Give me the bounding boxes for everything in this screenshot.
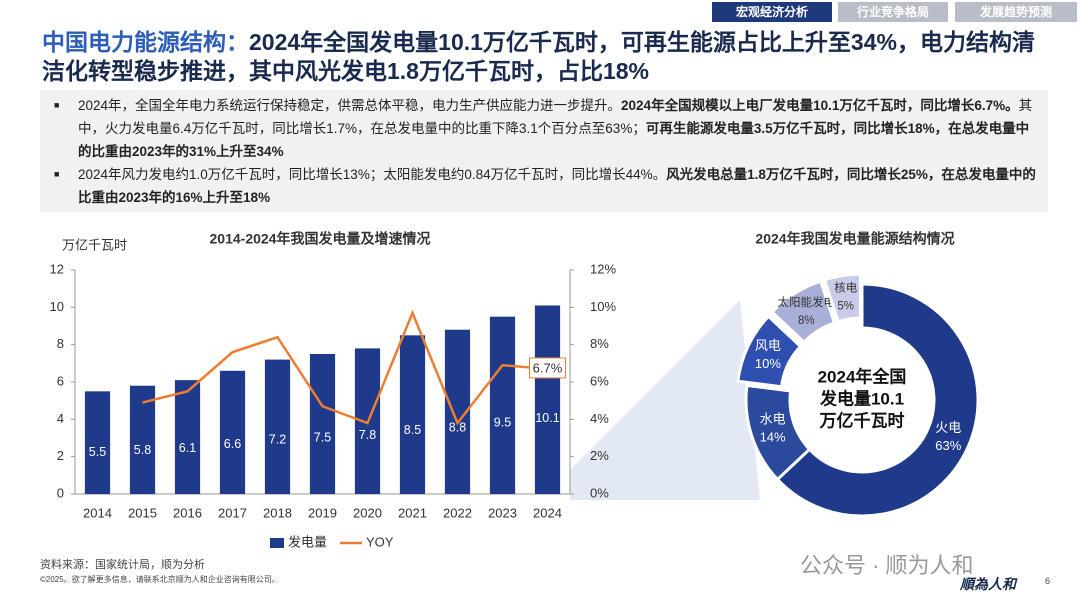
slice-name: 太阳能发电 <box>778 295 836 309</box>
chart-title: 2024年我国发电量能源结构情况 <box>755 231 954 247</box>
slice <box>822 272 862 324</box>
slice-label: 14% <box>760 429 786 444</box>
data-label: 6.1 <box>179 441 196 455</box>
slice-name: 火电 <box>935 420 961 435</box>
x-tick-label: 2022 <box>443 505 472 520</box>
y2-tick-label: 0% <box>590 485 609 500</box>
x-tick-label: 2014 <box>83 505 112 520</box>
x-tick-label: 2023 <box>488 505 517 520</box>
x-tick-label: 2021 <box>398 505 427 520</box>
slide-title: 中国电力能源结构：2024年全国发电量10.1万亿千瓦时，可再生能源占比上升至3… <box>42 28 1042 86</box>
bullet-text: 2024年全国规模以上电厂发电量10.1万亿千瓦时，同比增长6.7%。 <box>621 98 1019 113</box>
slice-label: 63% <box>935 438 961 453</box>
x-tick-label: 2016 <box>173 505 202 520</box>
y-tick-label: 6 <box>57 373 64 388</box>
center-label: 发电量10.1 <box>819 388 904 408</box>
connector <box>570 300 760 500</box>
center-label: 万亿千瓦时 <box>819 410 905 430</box>
slice-label: 10% <box>755 356 781 371</box>
legend-label: 发电量 <box>288 534 327 549</box>
data-label: 7.5 <box>314 430 331 444</box>
data-label: 5.5 <box>89 445 106 459</box>
data-label: 9.5 <box>494 415 511 429</box>
bar <box>219 370 246 494</box>
slice <box>736 314 803 389</box>
bullet: 2024年，全国全年电力系统运行保持稳定，供需总体平稳，电力生产供应能力进一步提… <box>50 94 1040 163</box>
slice-name: 核电 <box>834 280 857 294</box>
x-tick-label: 2018 <box>263 505 292 520</box>
slice <box>769 279 837 345</box>
x-tick-label: 2015 <box>128 505 157 520</box>
watermark: 公众号 · 顺为人和 <box>800 553 974 578</box>
tab[interactable]: 行业竞争格局 <box>838 2 948 22</box>
bar <box>399 335 426 494</box>
x-tick-label: 2024 <box>533 505 562 520</box>
bar <box>129 385 156 494</box>
slice-label: 8% <box>798 315 815 327</box>
slice <box>775 282 980 518</box>
y2-tick-label: 10% <box>590 299 616 314</box>
data-label: 7.8 <box>359 428 376 442</box>
page-number: 6 <box>1045 576 1051 586</box>
data-label: 8.8 <box>449 421 466 435</box>
copyright: ©2025。欲了解更多信息，请联系北京顺为人和企业咨询有限公司。 <box>40 575 280 584</box>
x-tick-label: 2019 <box>308 505 337 520</box>
data-label: 5.8 <box>134 443 151 457</box>
bar <box>309 354 336 494</box>
legend-swatch <box>270 538 284 548</box>
bullet-text: 2024年风力发电约1.0万亿千瓦时，同比增长13%；太阳能发电约0.84万亿千… <box>78 167 667 182</box>
data-label: 8.5 <box>404 423 421 437</box>
y-tick-label: 8 <box>57 336 64 351</box>
bar <box>264 359 291 494</box>
bar <box>489 316 516 494</box>
y-tick-label: 10 <box>50 299 64 314</box>
data-label: 6.7% <box>533 360 563 375</box>
y2-tick-label: 6% <box>590 373 609 388</box>
y-tick-label: 12 <box>50 261 64 276</box>
bullet: 2024年风力发电约1.0万亿千瓦时，同比增长13%；太阳能发电约0.84万亿千… <box>50 163 1040 209</box>
data-label: 7.2 <box>269 433 286 447</box>
y-tick-label: 0 <box>57 485 64 500</box>
title-text: 2024年全国发电量10.1万亿千瓦时，可再生能源占比上升至34%，电力结构清洁… <box>42 29 1035 84</box>
y2-tick-label: 2% <box>590 448 609 463</box>
slice-label: 5% <box>837 300 854 312</box>
y-tick-label: 2 <box>57 448 64 463</box>
line <box>142 309 548 426</box>
label-box <box>529 357 566 379</box>
tab[interactable]: 发展趋势预测 <box>955 2 1077 22</box>
slice-name: 水电 <box>760 411 786 426</box>
bullet-box: 2024年，全国全年电力系统运行保持稳定，供需总体平稳，电力生产供应能力进一步提… <box>40 90 1048 212</box>
tab[interactable]: 宏观经济分析 <box>712 2 832 22</box>
bullet-text: 风光发电总量1.8万亿千瓦时，同比增长25%，在总发电量中的比重由2023年的1… <box>78 167 1036 205</box>
legend-label: YOY <box>366 534 394 549</box>
y2-tick-label: 12% <box>590 261 616 276</box>
y2-tick-label: 4% <box>590 411 609 426</box>
x-tick-label: 2020 <box>353 505 382 520</box>
bullet-text: 可再生能源发电量3.5万亿千瓦时，同比增长18%，在总发电量中的比重由2023年… <box>78 121 1030 159</box>
bar <box>534 305 561 494</box>
slice-name: 风电 <box>755 338 781 353</box>
x-tick-label: 2017 <box>218 505 247 520</box>
source: 资料来源：国家统计局，顺为分析 <box>40 559 205 571</box>
y2-tick-label: 8% <box>590 336 609 351</box>
y-tick-label: 4 <box>57 411 64 426</box>
title-highlight: 中国电力能源结构： <box>42 29 249 55</box>
bullet-text: 2024年，全国全年电力系统运行保持稳定，供需总体平稳，电力生产供应能力进一步提… <box>78 98 622 113</box>
logo: 順為人和 <box>960 576 1016 592</box>
data-label: 10.1 <box>535 411 559 425</box>
data-label: 6.6 <box>224 437 241 451</box>
y-axis-label: 万亿千瓦时 <box>62 237 127 252</box>
center-label: 2024年全国 <box>818 366 907 386</box>
chart-title: 2014-2024年我国发电量及增速情况 <box>210 231 431 247</box>
bullet-text: 其中，火力发电量6.4万亿千瓦时，同比增长1.7%，在总发电量中的比重下降3.1… <box>78 98 1033 136</box>
bar <box>84 391 111 494</box>
bar <box>174 380 201 494</box>
slice <box>744 383 812 482</box>
